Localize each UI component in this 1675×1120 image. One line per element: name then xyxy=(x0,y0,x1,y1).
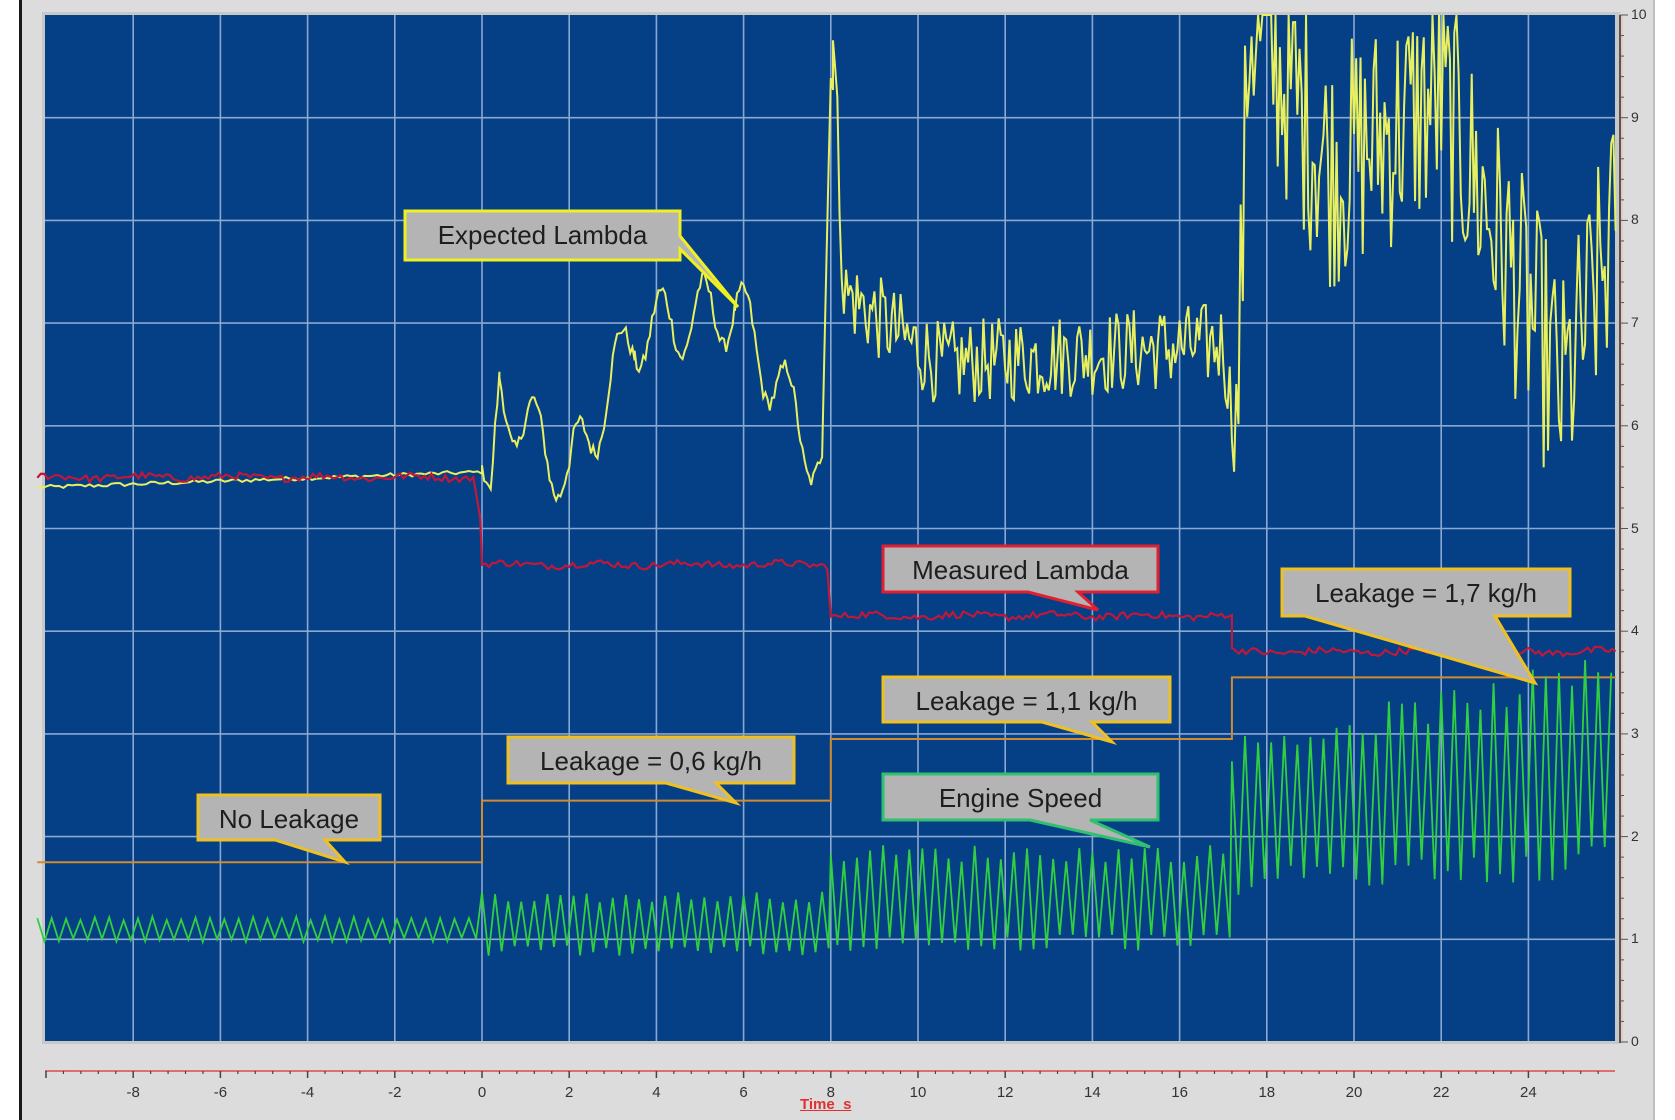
y-tick-label: 3 xyxy=(1631,724,1639,741)
callouts-layer: Expected Lambda Measured Lambda Leakage = … xyxy=(196,209,1572,866)
x-tick-label: 4 xyxy=(652,1084,661,1101)
engine-speed-line xyxy=(36,660,1613,956)
x-tick-label: -8 xyxy=(126,1084,140,1101)
x-tick-label: 10 xyxy=(909,1084,927,1101)
x-tick-label: 12 xyxy=(996,1084,1014,1101)
callout-label: Expected Lambda xyxy=(438,220,648,250)
y-tick-label: 0 xyxy=(1631,1033,1639,1049)
callout-box xyxy=(403,209,740,309)
y-tick-label: 5 xyxy=(1631,519,1639,536)
callout-box xyxy=(881,544,1160,612)
x-tick-label: -6 xyxy=(213,1084,228,1101)
x-tick-label: 18 xyxy=(1258,1084,1276,1101)
x-tick-label: 0 xyxy=(477,1084,487,1101)
callout-label: Engine Speed xyxy=(939,783,1102,813)
y-tick-label: 1 xyxy=(1631,930,1639,947)
y-tick-label: 4 xyxy=(1631,622,1639,639)
y-tick-label: 7 xyxy=(1631,314,1639,331)
window-left-border xyxy=(19,0,22,1120)
x-tick-label: 14 xyxy=(1084,1084,1101,1101)
callout-label: No Leakage xyxy=(219,804,359,834)
callout-box xyxy=(1280,567,1572,686)
x-tick-label: 2 xyxy=(565,1084,574,1101)
callout-box xyxy=(881,675,1172,746)
y-tick-label: 8 xyxy=(1631,211,1639,228)
x-tick-label: 24 xyxy=(1520,1084,1537,1101)
callout-box xyxy=(881,772,1160,849)
series-layer xyxy=(36,14,1617,956)
x-tick-label: 20 xyxy=(1345,1084,1363,1101)
y-tick-label: 6 xyxy=(1631,416,1639,433)
callout-label: Leakage = 1,7 kg/h xyxy=(1315,578,1537,608)
x-tick-label: -4 xyxy=(300,1084,315,1101)
callout-label: Leakage = 0,6 kg/h xyxy=(540,746,762,776)
measured-lambda-line xyxy=(36,470,1617,658)
leakage-line xyxy=(37,676,1616,864)
y-axis-right xyxy=(1619,14,1628,1043)
callout-label: Measured Lambda xyxy=(912,555,1129,585)
y-tick-label: 9 xyxy=(1631,108,1639,125)
y-tick-label: 2 xyxy=(1631,827,1639,844)
y-tick-label: 10 xyxy=(1631,6,1647,22)
callout-box xyxy=(196,793,382,866)
x-axis xyxy=(45,1070,1615,1078)
callout-box xyxy=(506,735,796,807)
x-tick-label: 16 xyxy=(1171,1084,1188,1101)
x-tick-label: 22 xyxy=(1432,1084,1450,1101)
x-tick-label: -2 xyxy=(388,1084,402,1101)
x-axis-title: Time_s xyxy=(800,1096,852,1113)
x-tick-label: 6 xyxy=(739,1084,748,1101)
x-tick-label: 8 xyxy=(826,1084,835,1101)
expected-lambda-line xyxy=(36,14,1617,504)
callout-label: Leakage = 1,1 kg/h xyxy=(916,686,1138,716)
